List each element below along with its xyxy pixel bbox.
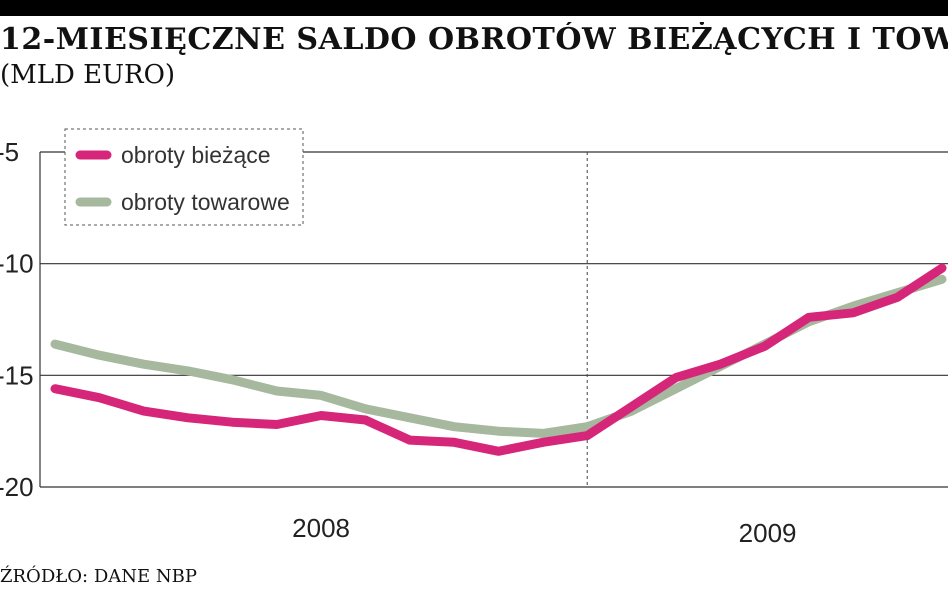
y-tick-label: -15 xyxy=(0,360,34,390)
y-tick-label: -20 xyxy=(0,472,34,502)
legend-label: obroty bieżące xyxy=(121,142,271,168)
source-note: ŹRÓDŁO: DANE NBP xyxy=(0,566,197,587)
chart-subtitle: (MLD EURO) xyxy=(0,60,176,90)
legend-box xyxy=(64,128,304,226)
y-tick-label: -5 xyxy=(0,137,19,167)
y-tick-label: -10 xyxy=(0,249,34,279)
top-bar xyxy=(0,0,948,16)
legend-label: obroty towarowe xyxy=(121,189,290,215)
series-line-obroty-towarowe xyxy=(50,274,947,438)
series-line-obroty-biezace xyxy=(50,263,947,456)
x-group-label: 2009 xyxy=(739,518,797,548)
chart-title: 12-MIESIĘCZNE SALDO OBROTÓW BIEŻĄCYCH I … xyxy=(0,22,948,57)
x-group-label: 2008 xyxy=(292,513,350,543)
